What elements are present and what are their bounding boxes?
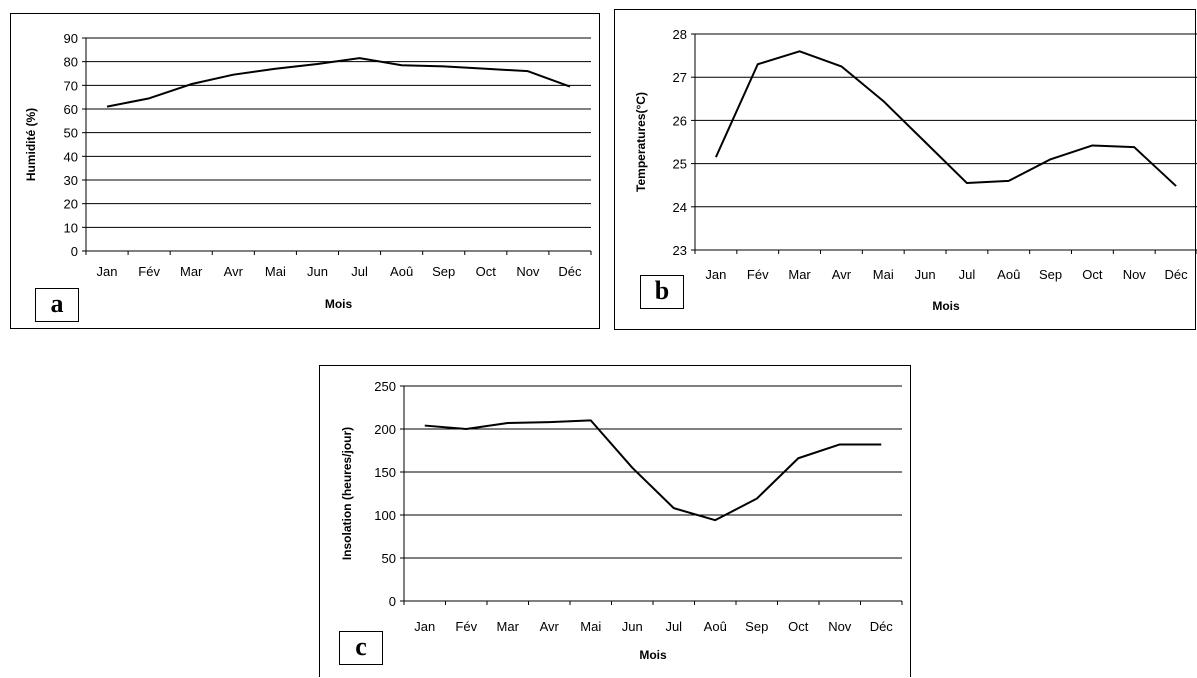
y-tick-label-b-24: 24 bbox=[673, 200, 687, 215]
panel-label-c: c bbox=[339, 631, 383, 665]
x-tick-label-a-Déc: Déc bbox=[558, 264, 582, 279]
x-tick-label-a-Aoû: Aoû bbox=[390, 264, 413, 279]
x-tick-label-b-Fév: Fév bbox=[747, 267, 769, 282]
y-tick-label-a-80: 80 bbox=[64, 55, 78, 70]
y-tick-label-b-26: 26 bbox=[673, 113, 687, 128]
y-tick-label-b-23: 23 bbox=[673, 243, 687, 258]
x-tick-label-a-Oct: Oct bbox=[476, 264, 497, 279]
x-tick-label-c-Fév: Fév bbox=[455, 619, 477, 634]
x-tick-label-a-Nov: Nov bbox=[516, 264, 540, 279]
x-tick-label-a-Mar: Mar bbox=[180, 264, 203, 279]
x-tick-label-b-Jun: Jun bbox=[915, 267, 936, 282]
x-tick-label-b-Avr: Avr bbox=[832, 267, 852, 282]
x-tick-label-c-Jul: Jul bbox=[665, 619, 682, 634]
panel-label-a: a bbox=[35, 288, 79, 322]
x-tick-label-a-Mai: Mai bbox=[265, 264, 286, 279]
y-axis-title-b: Temperatures(°C) bbox=[634, 92, 648, 192]
y-tick-label-b-25: 25 bbox=[673, 157, 687, 172]
series-line-c bbox=[424, 419, 882, 522]
x-axis-title-a: Mois bbox=[325, 297, 353, 311]
x-tick-label-b-Aoû: Aoû bbox=[997, 267, 1020, 282]
chart-panel-a: 0 10 20 30 40 50 60 70 80 90 Jan Fév Mar Avr Mai Jun Jul… bbox=[10, 13, 600, 329]
x-tick-label-c-Jun: Jun bbox=[622, 619, 643, 634]
chart-b-svg: 23 24 25 26 27 28 Jan Fév Mar Avr Mai Jun Jul Aoû Sep O… bbox=[634, 27, 1197, 313]
x-tick-label-c-Oct: Oct bbox=[788, 619, 809, 634]
y-tick-label-c-50: 50 bbox=[382, 551, 396, 566]
y-tick-label-b-28: 28 bbox=[673, 27, 687, 42]
x-tick-label-b-Déc: Déc bbox=[1165, 267, 1189, 282]
y-axis-title-c: Insolation (heures/jour) bbox=[340, 427, 354, 560]
x-tick-label-a-Jul: Jul bbox=[351, 264, 368, 279]
x-tick-label-c-Sep: Sep bbox=[745, 619, 768, 634]
x-tick-label-c-Mai: Mai bbox=[580, 619, 601, 634]
y-axis-title-a: Humidité (%) bbox=[24, 108, 38, 181]
x-tick-label-b-Mar: Mar bbox=[788, 267, 811, 282]
y-tick-label-a-70: 70 bbox=[64, 78, 78, 93]
x-axis-title-c: Mois bbox=[639, 648, 667, 662]
x-tick-label-a-Fév: Fév bbox=[138, 264, 160, 279]
x-axis-title-b: Mois bbox=[932, 299, 960, 313]
x-tick-label-b-Mai: Mai bbox=[873, 267, 894, 282]
y-tick-label-c-150: 150 bbox=[374, 465, 396, 480]
x-tick-label-b-Nov: Nov bbox=[1123, 267, 1147, 282]
chart-a-svg: 0 10 20 30 40 50 60 70 80 90 Jan Fév Mar Avr Mai Jun Jul… bbox=[24, 31, 592, 311]
x-tick-label-a-Sep: Sep bbox=[432, 264, 455, 279]
y-tick-label-a-10: 10 bbox=[64, 220, 78, 235]
y-tick-label-b-27: 27 bbox=[673, 70, 687, 85]
x-tick-label-b-Sep: Sep bbox=[1039, 267, 1062, 282]
panel-label-b: b bbox=[640, 275, 684, 309]
y-tick-label-a-0: 0 bbox=[71, 244, 78, 259]
x-tick-label-c-Nov: Nov bbox=[828, 619, 852, 634]
series-line-b bbox=[715, 50, 1177, 187]
x-tick-label-b-Oct: Oct bbox=[1082, 267, 1103, 282]
x-tick-label-b-Jan: Jan bbox=[705, 267, 726, 282]
y-tick-label-a-40: 40 bbox=[64, 149, 78, 164]
y-tick-label-c-200: 200 bbox=[374, 422, 396, 437]
y-tick-label-a-50: 50 bbox=[64, 126, 78, 141]
x-tick-label-c-Mar: Mar bbox=[497, 619, 520, 634]
y-tick-label-a-60: 60 bbox=[64, 102, 78, 117]
series-line-a bbox=[106, 57, 571, 108]
y-tick-label-a-30: 30 bbox=[64, 173, 78, 188]
x-tick-label-b-Jul: Jul bbox=[959, 267, 976, 282]
x-tick-label-c-Déc: Déc bbox=[870, 619, 894, 634]
y-tick-label-a-20: 20 bbox=[64, 197, 78, 212]
x-tick-label-c-Avr: Avr bbox=[540, 619, 560, 634]
y-tick-label-c-0: 0 bbox=[389, 594, 396, 609]
x-tick-label-c-Jan: Jan bbox=[414, 619, 435, 634]
chart-c-svg: 0 50 100 150 200 250 Jan Fév Mar Avr Mai Jun Jul Aoû S… bbox=[340, 379, 903, 662]
x-tick-label-a-Avr: Avr bbox=[224, 264, 244, 279]
x-tick-label-a-Jan: Jan bbox=[97, 264, 118, 279]
x-tick-label-a-Jun: Jun bbox=[307, 264, 328, 279]
y-tick-label-c-100: 100 bbox=[374, 508, 396, 523]
y-tick-label-a-90: 90 bbox=[64, 31, 78, 46]
chart-panel-b: 23 24 25 26 27 28 Jan Fév Mar Avr Mai Jun Jul Aoû Sep O… bbox=[614, 9, 1197, 330]
x-tick-label-c-Aoû: Aoû bbox=[704, 619, 727, 634]
y-tick-label-c-250: 250 bbox=[374, 379, 396, 394]
chart-panel-c: 0 50 100 150 200 250 Jan Fév Mar Avr Mai Jun Jul Aoû S… bbox=[319, 365, 911, 677]
